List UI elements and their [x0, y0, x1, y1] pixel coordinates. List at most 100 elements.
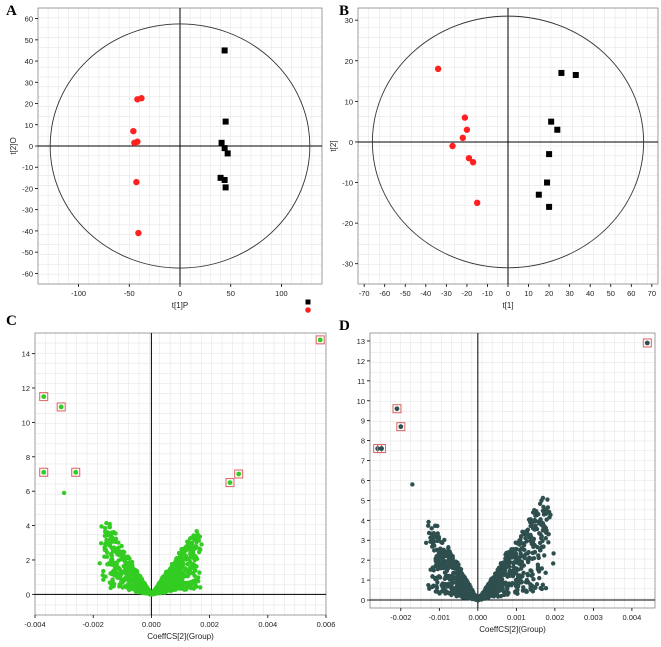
volcano-point [541, 544, 546, 549]
volcano-point [108, 551, 114, 557]
volcano-point [430, 537, 435, 542]
volcano-point [136, 581, 141, 586]
volcano-point [177, 581, 183, 586]
y-tick-label: -10 [342, 179, 353, 188]
volcano-point [502, 582, 507, 587]
volcano-point [128, 586, 133, 591]
volcano-point [434, 554, 439, 559]
volcano-point [116, 565, 121, 571]
volcano-point [438, 546, 443, 551]
score-point [130, 127, 137, 135]
x-tick-label: 50 [227, 289, 235, 298]
x-tick-label: -10 [482, 289, 493, 298]
volcano-point [482, 594, 488, 599]
y-tick-label: -20 [342, 219, 353, 228]
score-point [218, 139, 225, 146]
y-tick-label: 0 [349, 138, 353, 147]
x-tick-label: -60 [379, 289, 390, 298]
y-tick-label: 4 [26, 522, 30, 531]
volcano-point [194, 564, 199, 569]
volcano-point [446, 556, 452, 561]
volcano-point [528, 532, 533, 538]
x-tick-label: 50 [607, 289, 615, 298]
score-point [449, 142, 456, 150]
volcano-point [541, 504, 546, 510]
volcano-point [435, 534, 440, 539]
y-tick-label: 8 [361, 437, 365, 446]
volcano-point [446, 545, 451, 551]
score-point [572, 71, 579, 78]
highlight-box [71, 467, 81, 477]
panel-letter-b: B [339, 3, 350, 19]
y-tick-label: 0 [361, 596, 365, 605]
volcano-point [540, 538, 545, 544]
y-tick-label: 12 [22, 384, 30, 393]
volcano-point [113, 531, 118, 536]
score-point [558, 69, 565, 76]
x-axis-label: t[1]P [172, 301, 188, 310]
y-tick-label: 14 [22, 350, 30, 359]
y-tick-label: 50 [25, 36, 33, 45]
volcano-point [504, 553, 510, 559]
volcano-point [534, 582, 540, 587]
volcano-point [507, 568, 513, 573]
y-axis-label: t[2] [329, 140, 338, 151]
volcano-point [452, 565, 458, 570]
volcano-point [139, 586, 144, 592]
volcano-point [434, 576, 439, 582]
x-tick-label: -70 [359, 289, 370, 298]
volcano-point [184, 583, 189, 589]
volcano-point [442, 581, 448, 587]
y-tick-label: 3 [361, 536, 365, 545]
x-tick-label: -20 [461, 289, 472, 298]
volcano-point [523, 552, 528, 557]
score-point [473, 199, 481, 207]
volcano-point [440, 585, 446, 590]
volcano-point [453, 591, 459, 597]
score-point [461, 114, 469, 121]
volcano-point [528, 585, 533, 591]
panel-letter-c: C [6, 313, 17, 329]
volcano-point [429, 526, 434, 531]
highlighted-point [227, 480, 233, 485]
volcano-point [534, 509, 539, 514]
volcano-point [109, 558, 115, 564]
volcano-point [119, 571, 124, 576]
volcano-point [108, 585, 113, 591]
volcano-point [477, 596, 483, 601]
volcano-point [484, 589, 490, 595]
volcano-point [445, 549, 451, 555]
volcano-point [449, 559, 454, 565]
volcano-point [104, 520, 109, 526]
highlighted-point [398, 424, 404, 430]
volcano-point [434, 547, 440, 553]
score-point [463, 126, 471, 133]
volcano-point [487, 584, 492, 590]
volcano-point [438, 561, 444, 567]
volcano-point [457, 566, 463, 571]
volcano-point [519, 559, 524, 564]
y-tick-label: 9 [361, 417, 365, 426]
plot-area [373, 338, 652, 603]
volcano-point [194, 584, 199, 589]
y-tick-label: -30 [342, 260, 353, 269]
volcano-point [423, 540, 429, 545]
volcano-point [103, 547, 109, 552]
y-tick-label: 10 [357, 397, 365, 406]
volcano-point [535, 562, 541, 567]
volcano-point [505, 586, 510, 592]
volcano-point [129, 571, 134, 576]
volcano-point [192, 573, 197, 579]
volcano-point [530, 539, 536, 544]
volcano-point [196, 538, 202, 543]
volcano-point [197, 534, 203, 539]
volcano-point [156, 583, 162, 589]
volcano-point [100, 573, 105, 578]
volcano-point [525, 573, 531, 578]
volcano-point [61, 490, 67, 496]
y-tick-label: -30 [22, 206, 33, 215]
volcano-point [122, 558, 127, 564]
volcano-point [97, 561, 102, 566]
plot-area [39, 335, 325, 597]
volcano-point [156, 588, 161, 593]
